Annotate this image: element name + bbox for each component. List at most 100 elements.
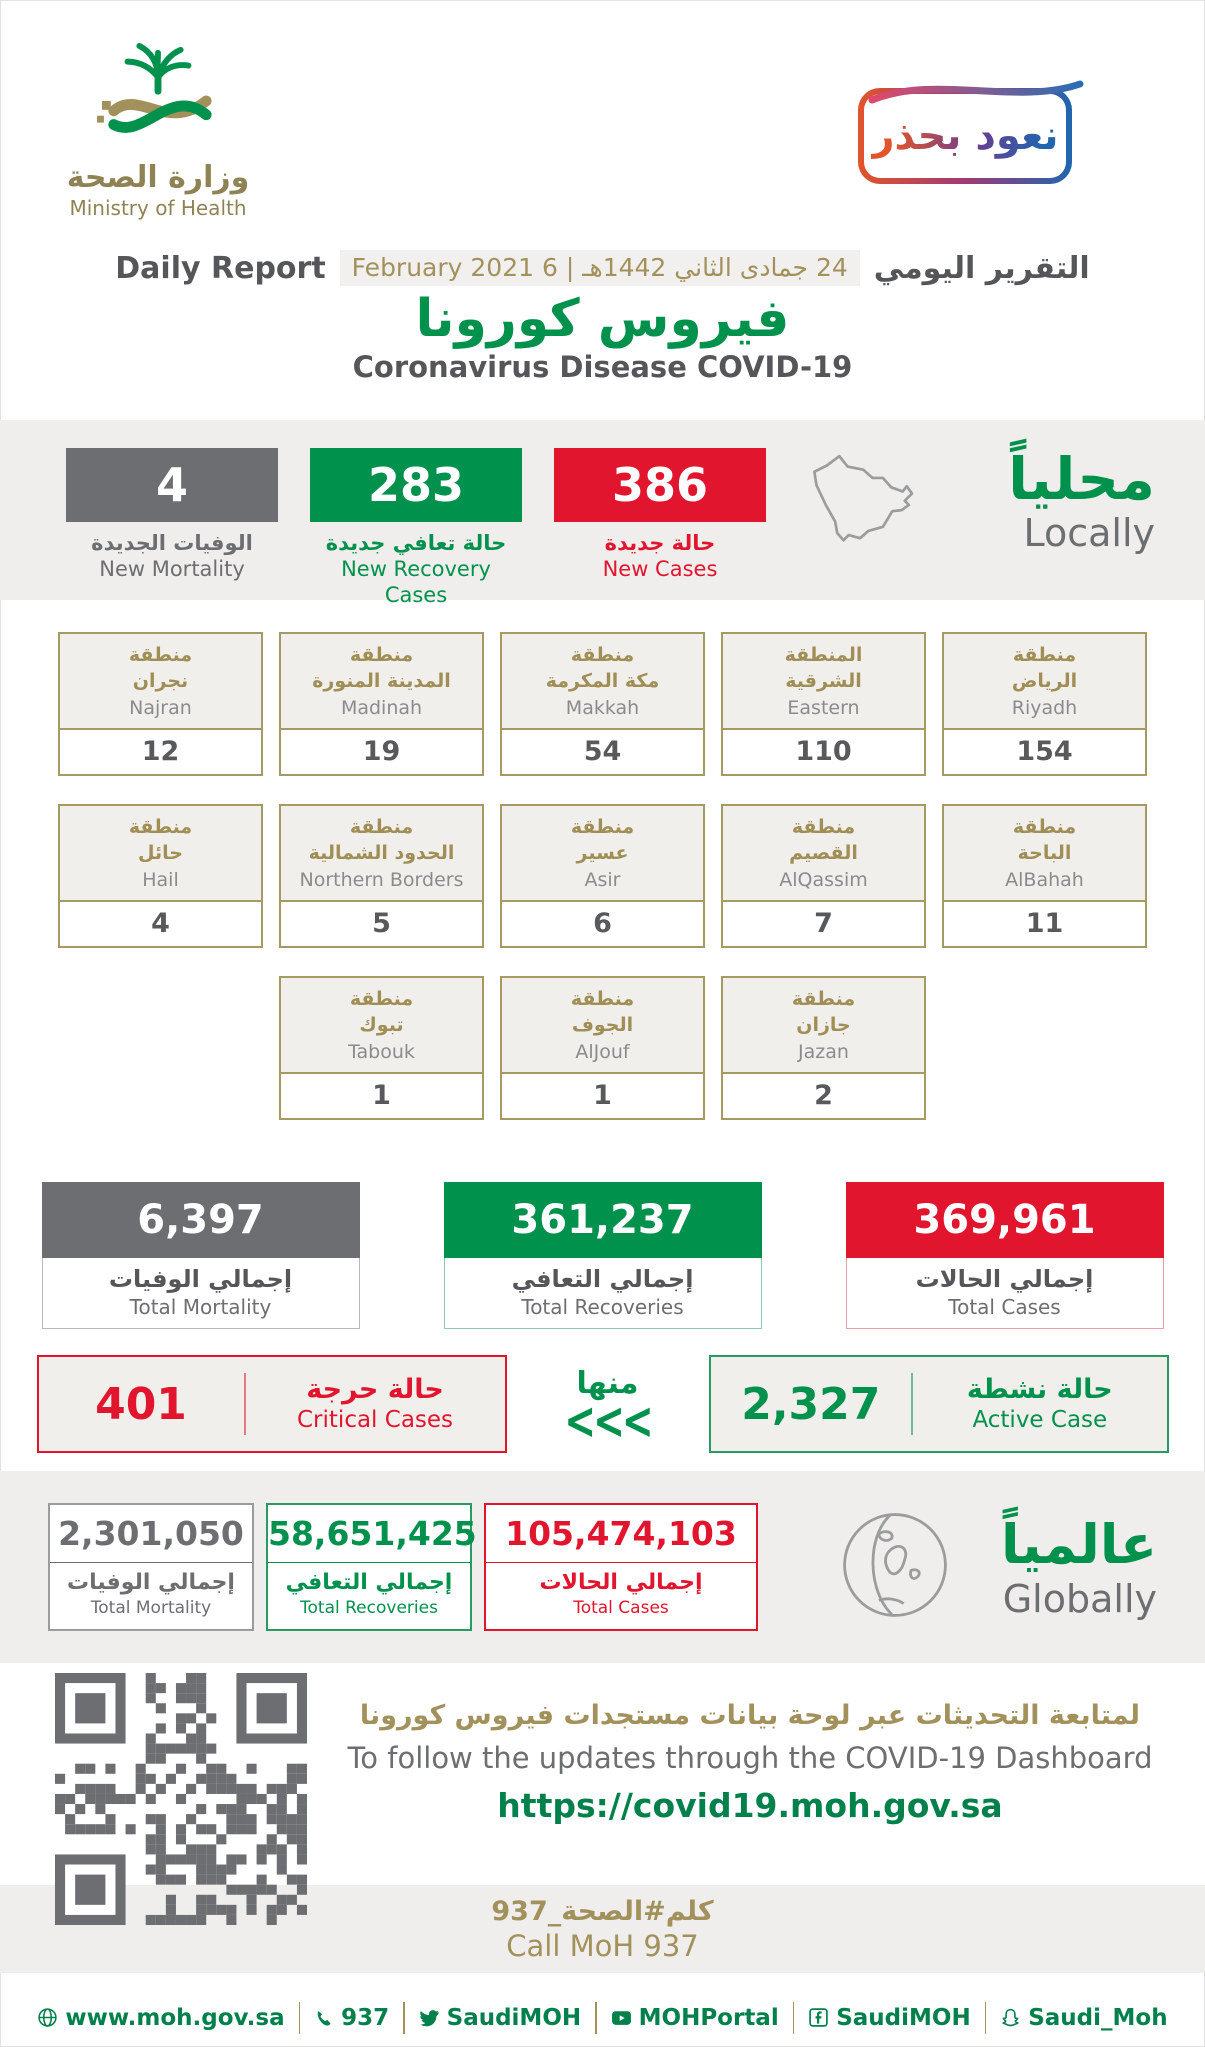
breakdown-section: 401 حالة حرجة Critical Cases منها <<< 2,… (0, 1355, 1205, 1453)
ministry-name-english: Ministry of Health (69, 196, 247, 220)
qr-code (55, 1673, 307, 1925)
region-ar-line2: الحدود الشمالية (308, 842, 455, 864)
globally-section: 2,301,050 إجمالي الوفيات Total Mortality… (0, 1471, 1205, 1663)
total-recoveries-box: 361,237 إجمالي التعافي Total Recoveries (443, 1182, 762, 1329)
region-ar-line2: القصيم (789, 842, 858, 864)
saudi-map-outline-icon (813, 454, 914, 542)
region-name-en: Eastern (787, 697, 860, 719)
active-cases-box: 2,327 حالة نشطة Active Case (708, 1355, 1169, 1453)
locally-section: 4 الوفيات الجديدة New Mortality 283 حالة… (0, 420, 1205, 607)
region-ar-line1: المنطقة (784, 644, 863, 666)
header: وزارة الصحة Ministry of Health نعود بحذر (0, 0, 1205, 250)
palm-swoosh-icon (97, 42, 212, 133)
new-cases-label-ar: حالة جديدة (604, 531, 716, 555)
region-value: 1 (502, 1074, 703, 1118)
footer-separator (595, 2001, 597, 2034)
total-mortality-label-ar: إجمالي الوفيات (108, 1265, 293, 1293)
active-cases-value: 2,327 (741, 1378, 881, 1430)
badge-text: نعود بحذر (871, 113, 1059, 159)
new-mortality-label-en: New Mortality (99, 557, 245, 581)
footer-twitter-link[interactable]: SaudiMOH (419, 2005, 581, 2031)
total-mortality-box: 6,397 إجمالي الوفيات Total Mortality (41, 1182, 360, 1329)
region-ar-line1: منطقة (349, 816, 414, 838)
report-title-line: Daily Report 24 جمادى الثاني 1442هـ | 6 … (0, 250, 1205, 286)
total-cases-value: 369,961 (845, 1182, 1164, 1258)
page-title-english: Coronavirus Disease COVID-19 (352, 350, 853, 384)
saudi-map (804, 444, 939, 572)
region-ar-line2: مكة المكرمة (545, 670, 660, 692)
region-value: 12 (60, 730, 261, 774)
global-cases-label-ar: إجمالي الحالات (539, 1570, 703, 1595)
daily-report-label-en: Daily Report (115, 250, 326, 286)
region-ar-line1: منطقة (128, 816, 193, 838)
footer-snapchat-link[interactable]: Saudi_Moh (1000, 2004, 1168, 2031)
region-ar-line1: منطقة (570, 988, 635, 1010)
region-ar-line2: عسير (576, 842, 629, 864)
page-title-arabic: فيروس كورونا (415, 289, 790, 349)
dashboard-text: لمتابعة التحديثات عبر لوحة بيانات مستجدا… (340, 1663, 1160, 1825)
region-ar-line2: المدينة المنورة (312, 670, 451, 692)
region-card-hail: منطقة حائل Hail 4 (58, 804, 263, 948)
dashboard-url-link[interactable]: https://covid19.moh.gov.sa (497, 1786, 1003, 1825)
twitter-icon (419, 2010, 439, 2027)
new-mortality-label-ar: الوفيات الجديدة (91, 531, 253, 555)
region-ar-line2: الباحة (1017, 842, 1072, 864)
total-recoveries-label-ar: إجمالي التعافي (511, 1265, 694, 1293)
region-name-en: Hail (142, 869, 179, 891)
footer-phone-link[interactable]: 937 (314, 2005, 389, 2031)
region-name-en: Asir (584, 869, 621, 891)
facebook-icon (809, 2008, 828, 2027)
footer-snapchat-label: Saudi_Moh (1028, 2004, 1168, 2031)
call-moh-label-en: Call MoH 937 (506, 1929, 699, 1963)
footer-facebook-link[interactable]: SaudiMOH (808, 2005, 971, 2031)
global-cases-box: 105,474,103 إجمالي الحالات Total Cases (484, 1503, 758, 1631)
total-recoveries-label-en: Total Recoveries (521, 1295, 684, 1319)
new-recoveries-value: 283 (310, 448, 522, 522)
region-ar-line2: تبوك (359, 1014, 404, 1036)
active-cases-label-en: Active Case (972, 1407, 1108, 1433)
region-grid: منطقة نجران Najran 12 منطقة المدينة المنور… (0, 632, 1205, 1120)
return-with-caution-badge: نعود بحذر (858, 80, 1084, 184)
dashboard-section: لمتابعة التحديثات عبر لوحة بيانات مستجدا… (0, 1663, 1205, 1925)
globe-icon (843, 1513, 947, 1617)
region-name-en: Najran (129, 697, 192, 719)
triple-chevron-icon: <<< (564, 1391, 654, 1451)
youtube-icon (611, 2011, 631, 2025)
footer-youtube-link[interactable]: MOHPortal (611, 2005, 779, 2031)
region-value: 6 (502, 902, 703, 946)
region-value: 7 (723, 902, 924, 946)
footer-separator (298, 2001, 301, 2034)
total-mortality-label-en: Total Mortality (129, 1295, 272, 1319)
footer-website-link[interactable]: www.moh.gov.sa (37, 2005, 285, 2031)
region-value: 5 (281, 902, 482, 946)
total-cases-label-ar: إجمالي الحالات (915, 1265, 1094, 1293)
region-name-en: AlJouf (575, 1041, 630, 1063)
region-name-en: AlBahah (1005, 869, 1084, 891)
region-ar-line1: منطقة (791, 988, 856, 1010)
daily-report-label-ar: التقرير اليومي (873, 250, 1090, 286)
region-value: 154 (944, 730, 1145, 774)
total-cases-label-en: Total Cases (948, 1295, 1061, 1319)
region-name-en: Madinah (340, 697, 423, 719)
region-name-en: Northern Borders (299, 869, 464, 891)
region-card-aljouf: منطقة الجوف AlJouf 1 (500, 976, 705, 1120)
footer-separator (792, 2001, 795, 2034)
divider (911, 1373, 914, 1435)
new-recoveries-stat: 283 حالة تعافي جديدة New Recovery Cases (310, 448, 522, 608)
global-cases-value: 105,474,103 (486, 1505, 756, 1563)
region-card-northern-borders: منطقة الحدود الشمالية Northern Borders 5 (279, 804, 484, 948)
region-card-makkah: منطقة مكة المكرمة Makkah 54 (500, 632, 705, 776)
region-card-eastern: المنطقة الشرقية Eastern 110 (721, 632, 926, 776)
locally-heading: محلياً Locally (1008, 446, 1155, 554)
total-cases-box: 369,961 إجمالي الحالات Total Cases (845, 1182, 1164, 1329)
region-ar-line2: الجوف (571, 1014, 634, 1036)
region-card-jazan: منطقة جازان Jazan 2 (721, 976, 926, 1120)
region-ar-line1: منطقة (1012, 644, 1077, 666)
region-card-alqassim: منطقة القصيم AlQassim 7 (721, 804, 926, 948)
globe-icon (38, 2008, 58, 2027)
region-ar-line2: الرياض (1011, 670, 1078, 692)
global-mortality-label-en: Total Mortality (90, 1598, 212, 1618)
region-ar-line1: منطقة (570, 644, 635, 666)
region-value: 54 (502, 730, 703, 774)
